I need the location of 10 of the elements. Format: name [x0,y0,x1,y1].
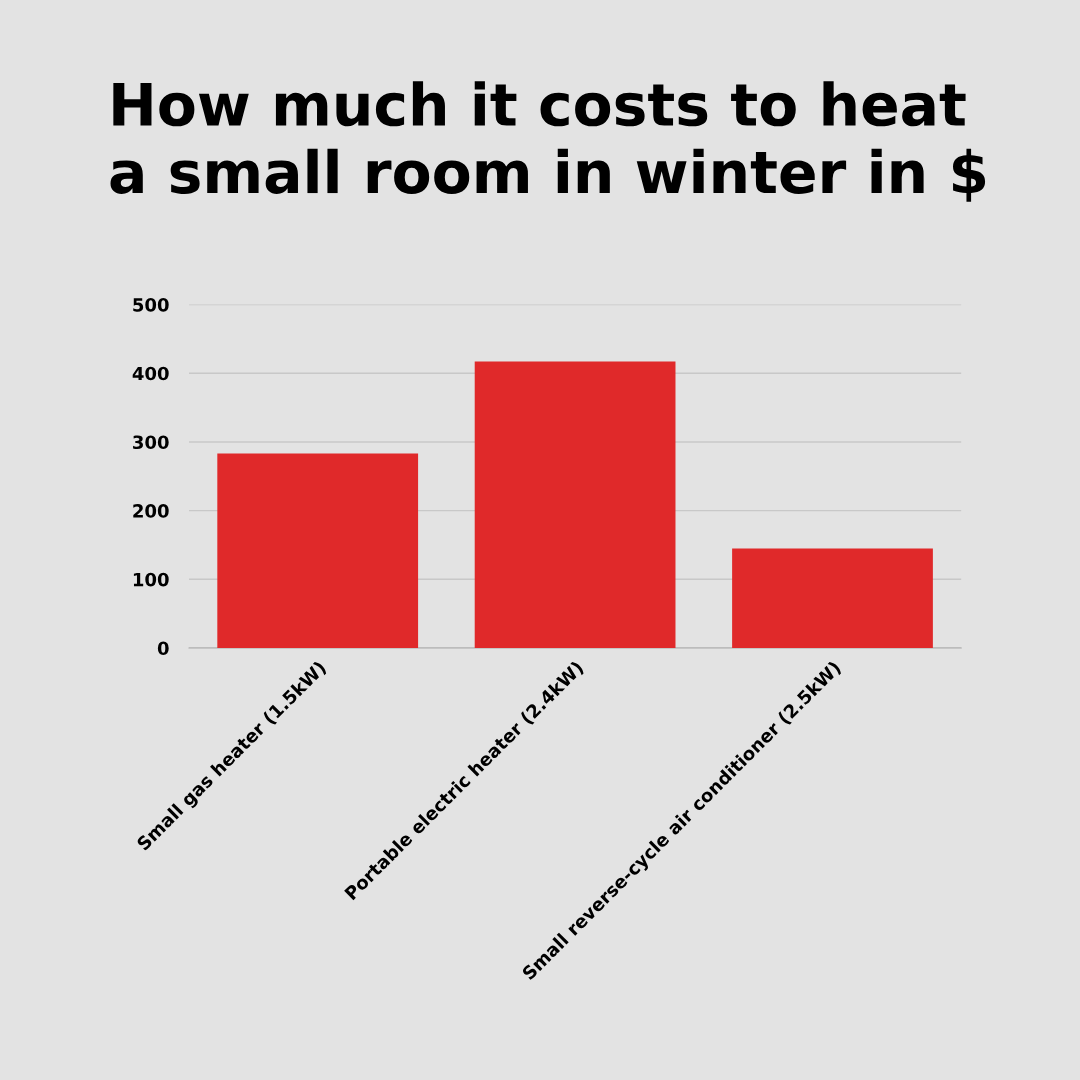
y-tick-label: 300 [133,435,169,450]
y-tick-label: 200 [133,504,169,518]
bar [732,548,933,648]
y-tick-label: 400 [132,366,169,381]
chart-title: How much it costs to heat a small room in winter in $ [110,81,986,202]
y-tick-label: 100 [133,572,169,587]
y-tick-label: 0 [157,641,169,656]
bar [474,361,676,648]
y-tick-label: 500 [133,298,169,312]
bar [217,453,419,648]
